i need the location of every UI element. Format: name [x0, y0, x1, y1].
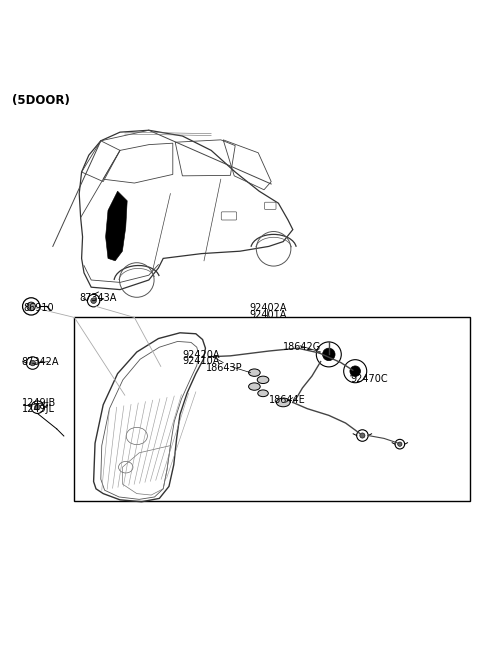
Circle shape	[316, 342, 341, 367]
Circle shape	[357, 430, 368, 441]
Circle shape	[323, 348, 335, 361]
Circle shape	[30, 360, 36, 366]
Circle shape	[397, 442, 402, 446]
Ellipse shape	[249, 369, 260, 377]
Ellipse shape	[249, 383, 260, 390]
Circle shape	[360, 433, 365, 438]
Ellipse shape	[276, 398, 290, 407]
Text: 1249JB: 1249JB	[22, 398, 56, 407]
Circle shape	[26, 357, 39, 369]
Text: 92401A: 92401A	[250, 310, 287, 319]
Text: (5DOOR): (5DOOR)	[12, 94, 70, 107]
Text: 92410A: 92410A	[182, 356, 220, 366]
Circle shape	[87, 295, 100, 307]
Text: 18643P: 18643P	[206, 363, 243, 373]
Polygon shape	[106, 191, 127, 261]
Text: 92402A: 92402A	[250, 303, 287, 313]
Text: 1249JL: 1249JL	[22, 404, 55, 415]
Circle shape	[91, 298, 96, 304]
Text: 92470C: 92470C	[350, 374, 388, 384]
Bar	[74, 318, 470, 501]
Circle shape	[35, 404, 40, 410]
Ellipse shape	[257, 376, 269, 384]
Ellipse shape	[258, 390, 268, 397]
Text: 92420A: 92420A	[182, 350, 220, 359]
Text: 87342A: 87342A	[22, 357, 59, 367]
Text: 86910: 86910	[23, 303, 54, 313]
Circle shape	[350, 366, 360, 377]
Text: 87343A: 87343A	[79, 293, 117, 304]
Circle shape	[395, 440, 405, 449]
Text: 18644E: 18644E	[269, 395, 306, 405]
Text: 18642G: 18642G	[283, 342, 322, 352]
Circle shape	[31, 401, 44, 413]
Circle shape	[27, 302, 36, 311]
Circle shape	[344, 359, 367, 382]
Circle shape	[23, 298, 40, 315]
